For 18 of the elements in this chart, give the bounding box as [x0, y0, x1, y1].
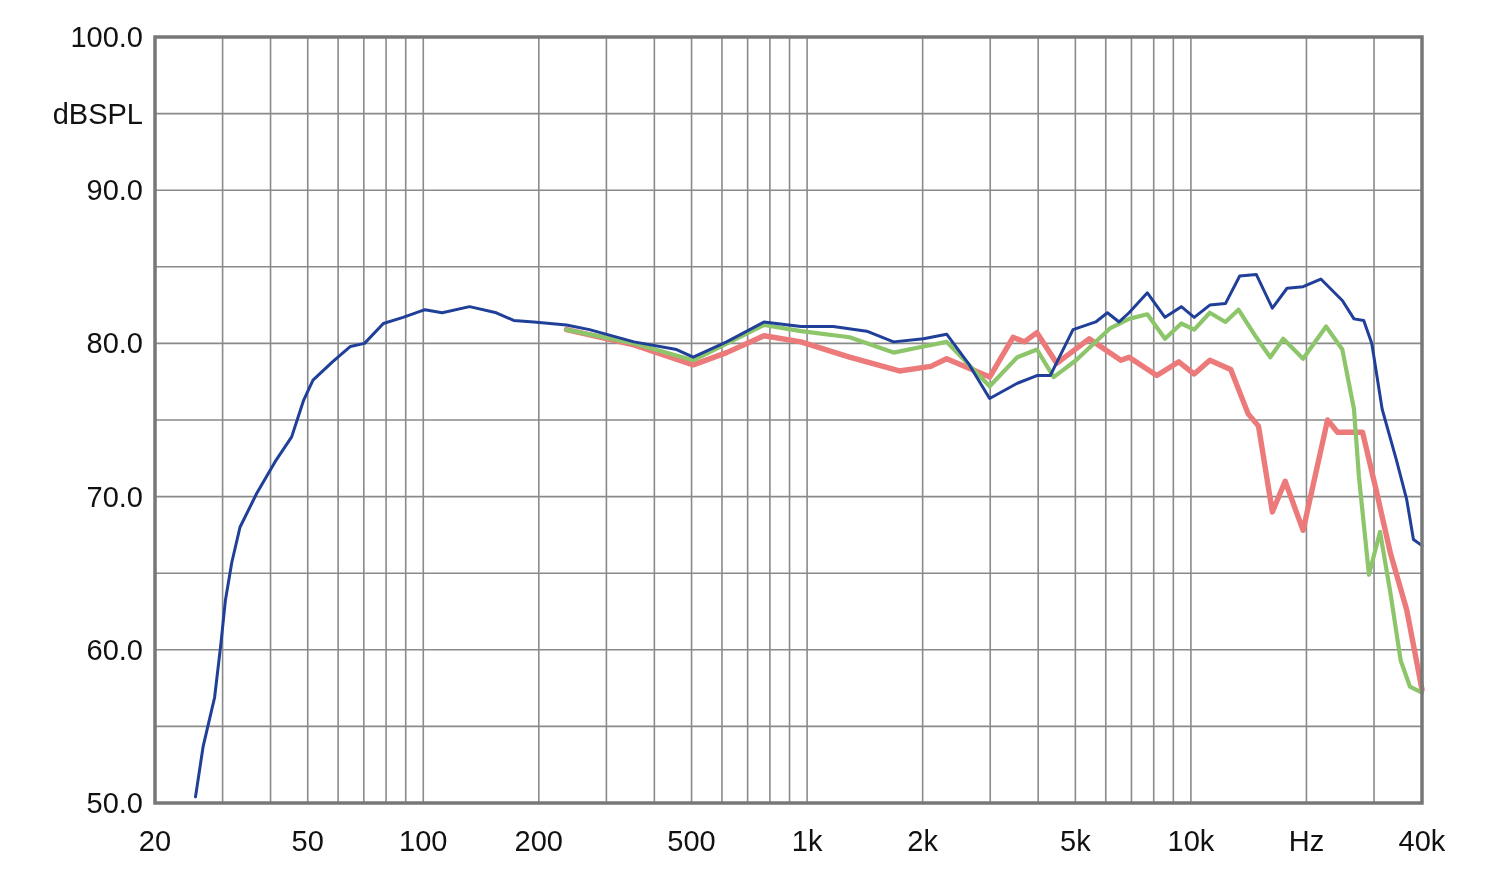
x-tick-label: 5k: [1060, 825, 1092, 857]
y-tick-label: 80.0: [86, 327, 143, 360]
y-tick-label: 50.0: [86, 787, 143, 819]
x-tick-label: 40k: [1398, 825, 1446, 857]
x-tick-label: 20: [138, 825, 172, 857]
x-tick-label: 2k: [907, 825, 939, 857]
y-tick-label: 90.0: [86, 174, 143, 207]
y-tick-label: 100.0: [70, 21, 143, 53]
x-tick-label: 200: [514, 825, 564, 857]
y-tick-label: 60.0: [86, 633, 143, 666]
x-tick-label: 1k: [791, 825, 823, 857]
y-tick-label: 70.0: [86, 480, 143, 513]
x-tick-label: Hz: [1288, 825, 1325, 857]
y-tick-label: dBSPL: [52, 97, 143, 130]
x-tick-label: 50: [291, 825, 324, 857]
x-tick-label: 100: [399, 825, 448, 857]
x-tick-label: 10k: [1167, 825, 1215, 857]
x-tick-label: 500: [667, 825, 716, 857]
